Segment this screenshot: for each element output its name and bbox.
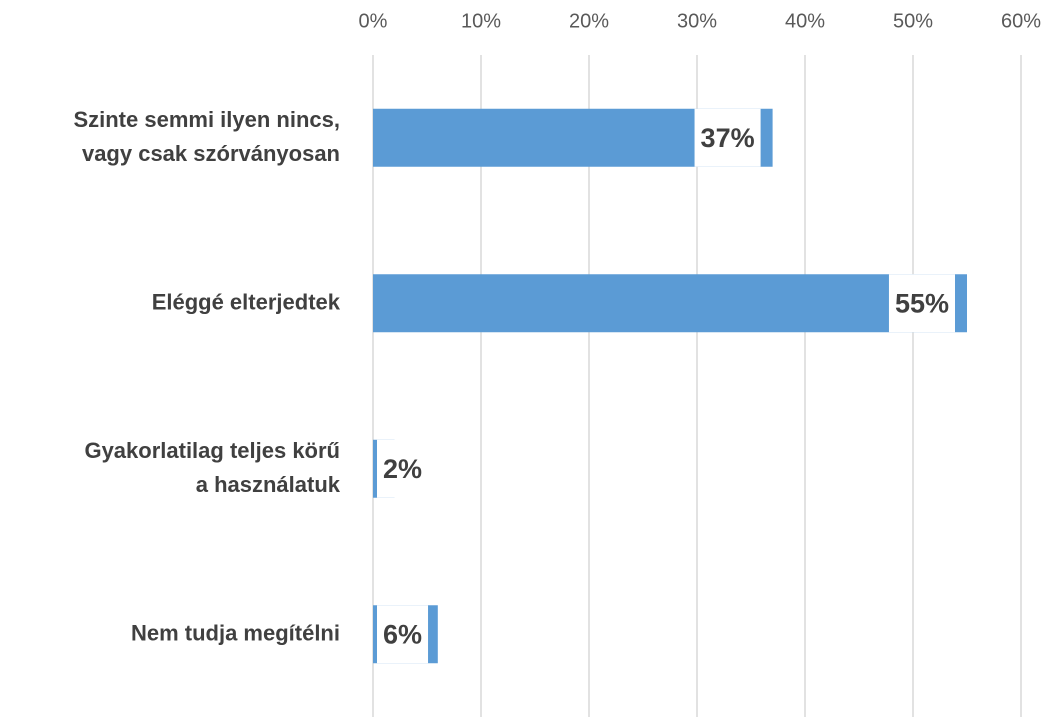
x-tick-label: 30% <box>677 10 717 32</box>
value-label: 6% <box>383 619 422 649</box>
x-tick-label: 50% <box>893 10 933 32</box>
category-line: vagy csak szórványosan <box>82 141 340 166</box>
x-tick-label: 20% <box>569 10 609 32</box>
label-background <box>377 605 429 664</box>
label-background <box>694 108 761 167</box>
category-line: Eléggé elterjedtek <box>152 289 341 314</box>
x-tick-label: 10% <box>461 10 501 32</box>
value-label: 2% <box>383 454 422 484</box>
category-line: Gyakorlatilag teljes körű <box>84 438 340 463</box>
bar <box>373 274 967 333</box>
value-label: 37% <box>701 123 755 153</box>
category-line: Szinte semmi ilyen nincs, <box>73 107 340 132</box>
category-label: Nem tudja megítélni <box>131 620 340 645</box>
label-background <box>888 274 955 333</box>
category-label: Gyakorlatilag teljes körű a használatuk <box>84 438 340 497</box>
label-background <box>377 439 429 498</box>
x-tick-label: 60% <box>1001 10 1041 32</box>
x-tick-label: 40% <box>785 10 825 32</box>
x-tick-label: 0% <box>359 10 388 32</box>
category-line: a használatuk <box>196 472 341 497</box>
value-label: 55% <box>895 288 949 318</box>
category-line: Nem tudja megítélni <box>131 620 340 645</box>
category-label: Eléggé elterjedtek <box>152 289 341 314</box>
category-label: Szinte semmi ilyen nincs, vagy csak szórv… <box>73 107 340 166</box>
